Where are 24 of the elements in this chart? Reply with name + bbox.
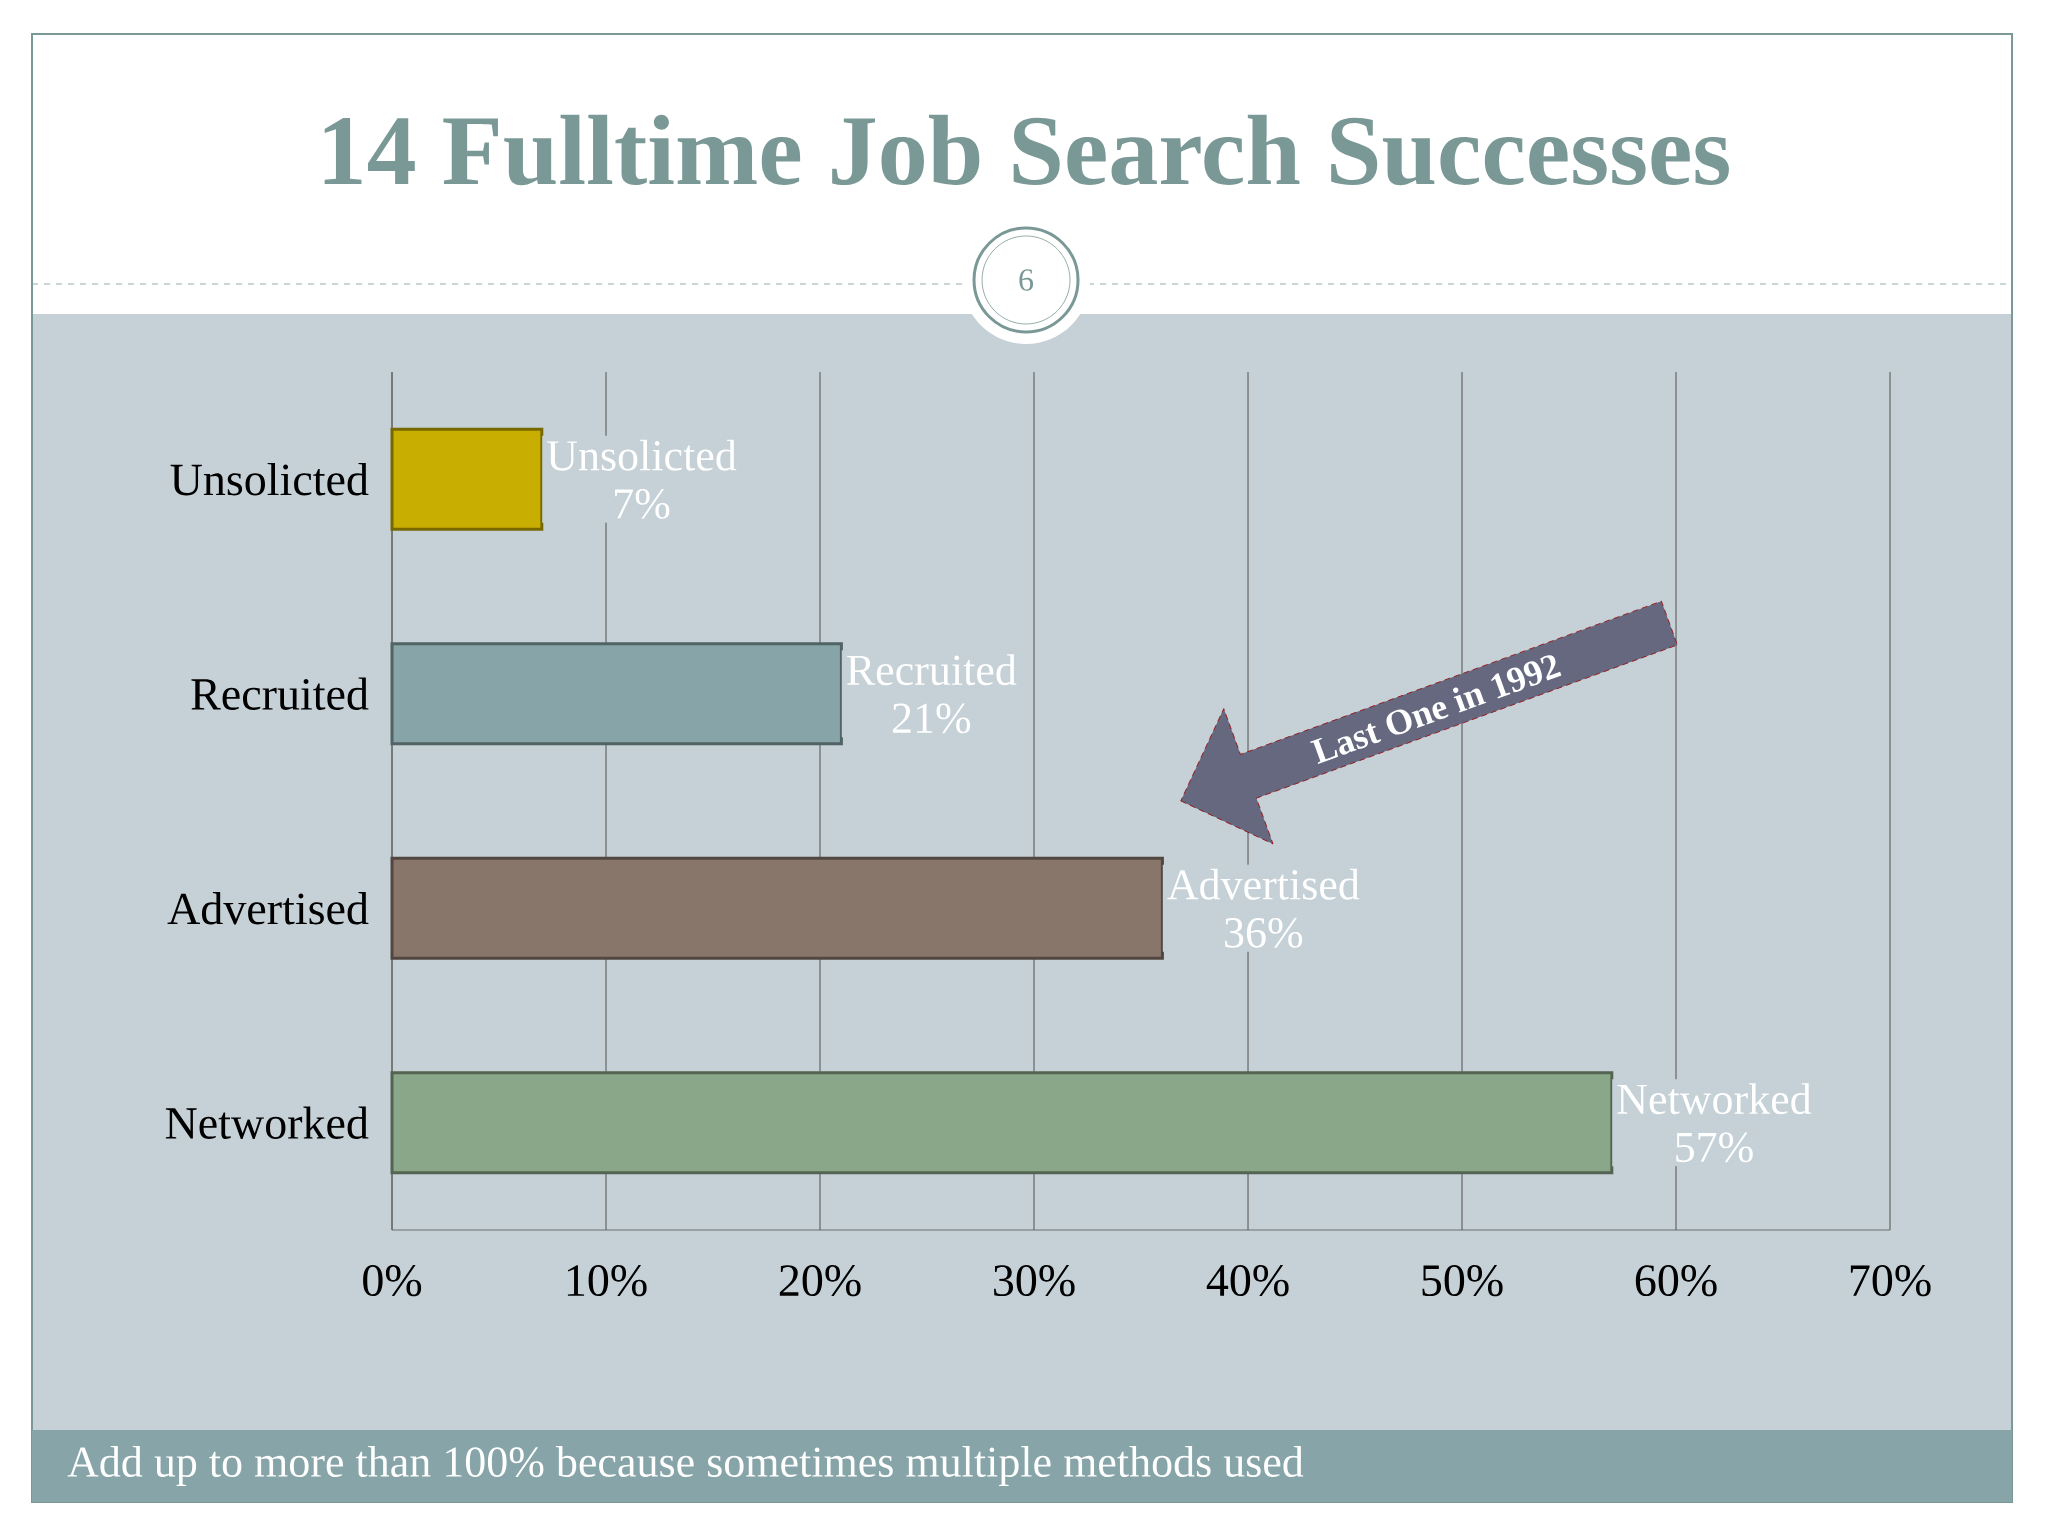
- text: Add up to more than 100% because sometimes multiple methods used: [67, 1446, 1304, 1486]
- x-tick-label: 60%: [1635, 1265, 1717, 1297]
- y-tick-label: Unsolicted: [170, 463, 369, 496]
- data-label: 21%: [892, 703, 971, 734]
- data-label: 57%: [1676, 1132, 1753, 1163]
- data-label: 36%: [1225, 917, 1303, 948]
- category-label: Advertised: [1167, 868, 1360, 900]
- data-label: 7%: [615, 488, 670, 519]
- text: 6: [1019, 269, 1034, 291]
- x-tick-label: 0%: [363, 1265, 422, 1297]
- x-tick-label: 70%: [1850, 1265, 1931, 1297]
- y-tick-label: Recruited: [191, 677, 369, 710]
- chart-title: 14 Fulltime Job Search Successes: [324, 114, 1729, 186]
- y-tick-label: Networked: [165, 1106, 369, 1139]
- x-tick-label: 40%: [1206, 1265, 1289, 1297]
- x-tick-label: 20%: [779, 1265, 861, 1297]
- category-label: Recruited: [847, 654, 1017, 686]
- y-tick-label: Advertised: [167, 892, 369, 925]
- x-tick-label: 10%: [567, 1265, 647, 1297]
- category-label: Networked: [1617, 1083, 1812, 1115]
- category-label: Unsolicted: [547, 439, 737, 471]
- annotation: Last One in 1992: [1310, 655, 1562, 764]
- x-tick-label: 30%: [994, 1265, 1075, 1297]
- x-tick-label: 50%: [1422, 1265, 1503, 1297]
